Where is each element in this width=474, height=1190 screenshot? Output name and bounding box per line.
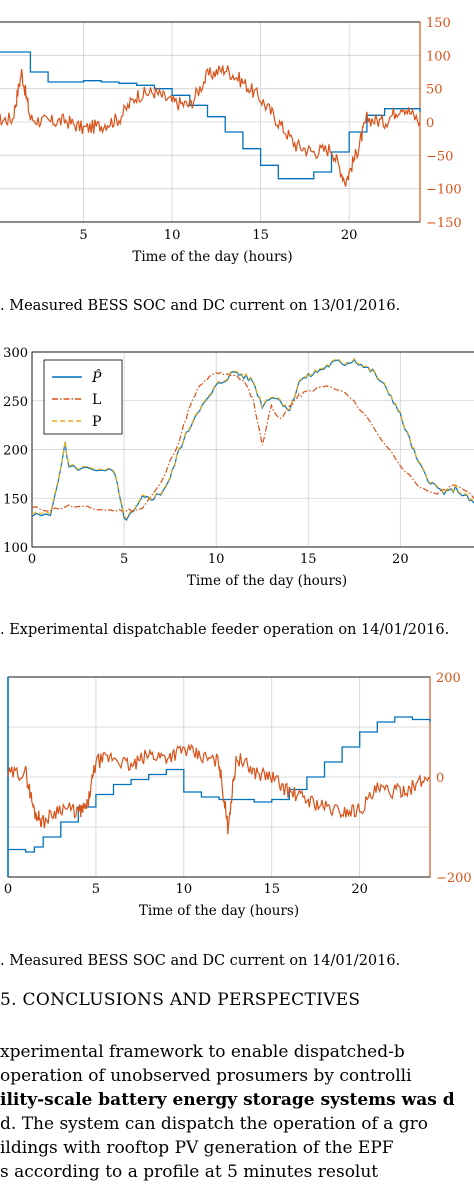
y2-tick-label: 200 [436, 671, 461, 686]
x-tick-label: 20 [341, 228, 358, 243]
x-axis-label: Time of the day (hours) [132, 249, 292, 265]
x-tick-label: 10 [164, 228, 181, 243]
x-tick-label: 5 [79, 228, 87, 243]
y-tick-label: 200 [3, 444, 28, 459]
current-series-line [7, 743, 431, 835]
soc-series-line [0, 51, 421, 180]
legend-entry-label: P̂ [91, 368, 102, 386]
figure-soc-14: 0 5 10 15 20 200 0 −200 Time of the day (hours) [0, 655, 474, 935]
x-axis-label: Time of the day (hours) [139, 903, 299, 919]
legend-box [43, 359, 123, 435]
x-tick-label: 10 [176, 882, 193, 897]
paragraph-line: ildings with rooftop PV generation of th… [0, 1138, 394, 1158]
x-tick-label: 0 [4, 882, 12, 897]
x-tick-label: 20 [351, 882, 368, 897]
y2-tick-label: 100 [426, 49, 451, 64]
chart-feeder-14: 0 5 10 15 20 100 150 200 250 300 Time of the day (… [3, 346, 474, 589]
paragraph-line: d. The system can dispatch the operation… [0, 1114, 428, 1134]
figure-caption-1: . Measured BESS SOC and DC current on 13… [0, 298, 401, 314]
x-tick-label: 10 [208, 552, 225, 567]
y2-tick-label: 150 [426, 16, 451, 31]
y-tick-label: 250 [3, 395, 28, 410]
y2-tick-label: 0 [436, 771, 444, 786]
y-tick-label: 300 [3, 346, 28, 361]
p-series-line [31, 357, 474, 520]
legend-entry-label: L [92, 392, 101, 408]
y-tick-label: 100 [3, 541, 28, 556]
figure-feeder-14: 0 5 10 15 20 100 150 200 250 300 Time of the day (… [0, 330, 474, 595]
paragraph-line: operation of unobserved prosumers by con… [0, 1066, 412, 1086]
y2-tick-label: −200 [436, 871, 472, 886]
soc-series-line [8, 716, 431, 853]
x-tick-label: 15 [252, 228, 269, 243]
legend-entry-label: P [92, 414, 101, 430]
figure-caption-3: . Measured BESS SOC and DC current on 14… [0, 953, 401, 969]
paragraph-line: s according to a profile at 5 minutes re… [0, 1162, 379, 1182]
figure-caption-2: . Experimental dispatchable feeder opera… [0, 622, 450, 638]
x-tick-label: 0 [28, 552, 36, 567]
conclusion-paragraph: xperimental framework to enable dispatch… [0, 1040, 474, 1184]
x-tick-label: 5 [92, 882, 100, 897]
x-tick-label: 15 [263, 882, 280, 897]
y2-tick-label: 50 [426, 83, 443, 98]
paragraph-line: xperimental framework to enable dispatch… [0, 1042, 405, 1062]
paragraph-line: ility-scale battery energy storage syste… [0, 1090, 455, 1110]
chart-soc-14: 0 5 10 15 20 200 0 −200 Time of the day (hours) [4, 671, 472, 919]
y2-tick-label: 0 [426, 116, 434, 131]
y2-tick-label: −50 [426, 149, 453, 164]
y-tick-label: 150 [3, 492, 28, 507]
x-axis-label: Time of the day (hours) [187, 573, 347, 589]
x-tick-label: 20 [392, 552, 409, 567]
plot-frame [31, 351, 474, 548]
x-tick-label: 15 [300, 552, 317, 567]
x-tick-label: 5 [120, 552, 128, 567]
y2-tick-label: −150 [426, 216, 462, 231]
y2-tick-label: −100 [426, 183, 462, 198]
current-series-line [0, 65, 421, 187]
section-heading: 5. CONCLUSIONS AND PERSPECTIVES [0, 990, 361, 1010]
